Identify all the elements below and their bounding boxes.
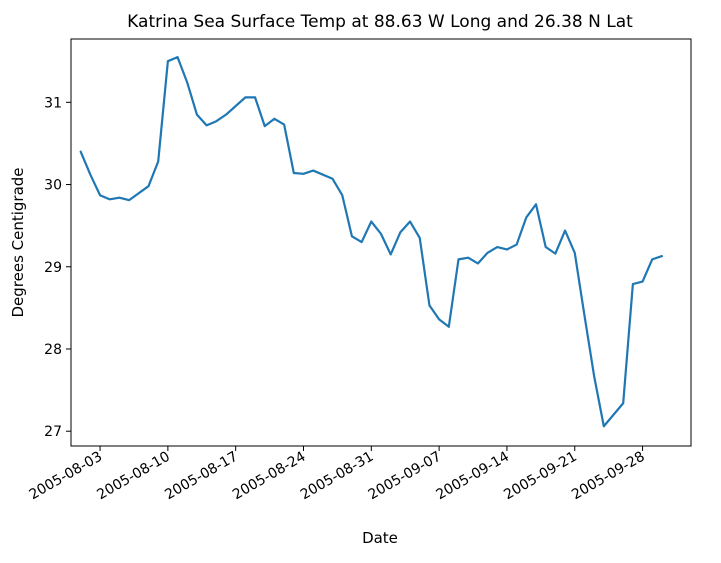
axes-frame xyxy=(70,38,692,447)
x-tick-label: 2005-09-21 xyxy=(501,449,579,504)
y-tick-label: 29 xyxy=(44,260,62,276)
y-axis: 27 28 29 30 31 xyxy=(44,95,71,440)
x-tick-label: 2005-09-07 xyxy=(366,449,444,504)
x-tick-label: 2005-08-03 xyxy=(27,449,105,504)
x-tick-label: 2005-08-31 xyxy=(298,449,376,504)
series-layer xyxy=(79,55,664,428)
y-tick-label: 28 xyxy=(44,342,62,358)
x-tick-label: 2005-09-14 xyxy=(433,449,512,504)
y-axis-label: Degrees Centigrade xyxy=(9,167,27,317)
x-tick-label: 2005-08-24 xyxy=(230,449,309,504)
x-tick-label: 2005-09-28 xyxy=(569,449,647,504)
y-tick-label: 31 xyxy=(44,95,62,111)
x-tick-label: 2005-08-17 xyxy=(162,449,240,504)
x-axis: 2005-08-032005-08-102005-08-172005-08-24… xyxy=(27,446,648,503)
y-tick-label: 30 xyxy=(44,178,62,194)
y-tick-label: 27 xyxy=(44,424,62,440)
chart-title: Katrina Sea Surface Temp at 88.63 W Long… xyxy=(127,12,633,32)
x-axis-label: Date xyxy=(362,529,398,547)
plot-area xyxy=(70,38,692,447)
x-tick-label: 2005-08-10 xyxy=(94,449,172,504)
series-line xyxy=(79,55,664,428)
